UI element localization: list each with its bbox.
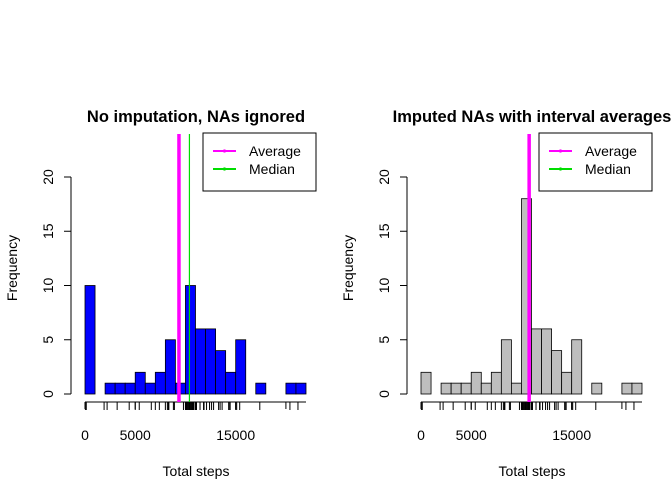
histogram-bar [460,382,472,395]
histogram-bar [470,371,482,395]
legend-label: Median [249,161,295,177]
histogram-bar [164,339,176,395]
y-axis-label: Frequency [4,235,20,301]
x-tick-label: 5000 [120,427,151,443]
y-tick-label: 20 [40,169,56,185]
histogram-bar [114,382,126,395]
histogram-bar [84,285,96,395]
legend-box [538,132,653,192]
y-tick-label: 5 [376,336,392,344]
histogram-bar [235,339,247,395]
histogram-bar [561,371,573,395]
histogram-bar [511,382,522,395]
rug [420,402,635,410]
legend-label: Average [249,143,301,159]
y-tick-label: 20 [376,169,392,185]
histogram-bar [215,350,227,395]
x-axis-label: Total steps [499,463,566,479]
x-tick-label: 0 [81,427,89,443]
x-tick-label: 15000 [552,427,591,443]
y-axis: 0 5 10 15 20 Frequency [4,169,72,398]
histogram-bar [591,382,603,395]
histogram-bar [255,382,267,395]
histogram-bar [205,328,217,395]
x-tick-label: 0 [417,427,425,443]
y-axis: 0 5 10 15 20 Frequency [340,169,408,398]
histogram-bar [631,382,643,395]
left-histogram-panel: No imputation, NAs ignored 0 5 10 15 20 Freque… [4,108,317,479]
chart-title: No imputation, NAs ignored [87,108,305,126]
histogram-bar [225,371,237,395]
legend-label: Average [585,143,637,159]
y-tick-label: 10 [40,278,56,294]
y-tick-label: 0 [40,390,56,398]
legend-swatch-point [222,149,227,153]
histogram-bar [154,371,166,395]
y-axis-label: Frequency [340,235,356,301]
legend-swatch-point [222,167,227,171]
histogram-bar [295,382,307,395]
x-tick-label: 15000 [216,427,255,443]
histogram-bar [104,382,116,395]
histogram-bar [500,339,512,395]
histogram-bar [134,371,146,395]
histogram-bar [480,382,492,395]
legend: Average Median [538,132,653,192]
x-axis-label: Total steps [163,463,230,479]
histogram-bar [285,382,297,395]
rug [84,402,299,410]
histogram-bar [440,382,452,395]
histogram-bar [195,328,206,395]
histogram-bar [490,371,502,395]
y-tick-label: 5 [40,336,56,344]
x-axis: 0 5000 15000 Total steps [417,401,642,479]
histogram-bar [551,350,563,395]
y-tick-label: 10 [376,278,392,294]
chart-title: Imputed NAs with interval averages [393,108,672,126]
legend: Average Median [202,132,317,192]
histogram-bar [144,382,156,395]
legend-label: Median [585,161,631,177]
bars [420,198,643,395]
histogram-bar [571,339,583,395]
bars [84,285,307,395]
histogram-bar [185,285,196,395]
right-histogram-panel: Imputed NAs with interval averages 0 5 10 15… [340,108,671,479]
legend-box [202,132,317,192]
histogram-bar [521,198,532,395]
y-tick-label: 15 [376,223,392,239]
legend-swatch-point [558,167,563,171]
x-axis: 0 5000 15000 Total steps [81,401,306,479]
x-tick-label: 5000 [456,427,487,443]
histogram-bar [450,382,462,395]
y-tick-label: 15 [40,223,56,239]
histogram-bar [621,382,633,395]
histogram-bar [531,328,542,395]
histogram-bar [124,382,136,395]
legend-swatch-point [558,149,563,153]
histogram-bar [420,371,432,395]
histogram-bar [541,328,552,395]
y-tick-label: 0 [376,390,392,398]
